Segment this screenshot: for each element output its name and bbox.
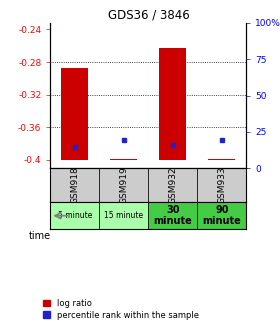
Text: time: time bbox=[28, 231, 50, 240]
Bar bbox=[148, 168, 197, 202]
Bar bbox=[50, 168, 99, 202]
Text: 5 minute: 5 minute bbox=[58, 211, 92, 220]
Text: 15 minute: 15 minute bbox=[104, 211, 143, 220]
Text: GSM932: GSM932 bbox=[168, 166, 178, 204]
Bar bbox=[61, 68, 88, 160]
Bar bbox=[99, 202, 148, 229]
Title: GDS36 / 3846: GDS36 / 3846 bbox=[108, 9, 189, 22]
Bar bbox=[197, 168, 246, 202]
Text: GSM933: GSM933 bbox=[217, 166, 227, 204]
Bar bbox=[159, 48, 186, 160]
Bar bbox=[50, 202, 99, 229]
Bar bbox=[99, 168, 148, 202]
Bar bbox=[148, 202, 197, 229]
Bar bbox=[197, 202, 246, 229]
Text: GSM918: GSM918 bbox=[70, 166, 80, 204]
Bar bbox=[110, 159, 137, 160]
Legend: log ratio, percentile rank within the sample: log ratio, percentile rank within the sa… bbox=[43, 299, 199, 319]
Text: GSM919: GSM919 bbox=[119, 166, 129, 204]
Text: 90
minute: 90 minute bbox=[202, 205, 241, 227]
Text: 30
minute: 30 minute bbox=[153, 205, 192, 227]
Bar bbox=[208, 159, 235, 160]
